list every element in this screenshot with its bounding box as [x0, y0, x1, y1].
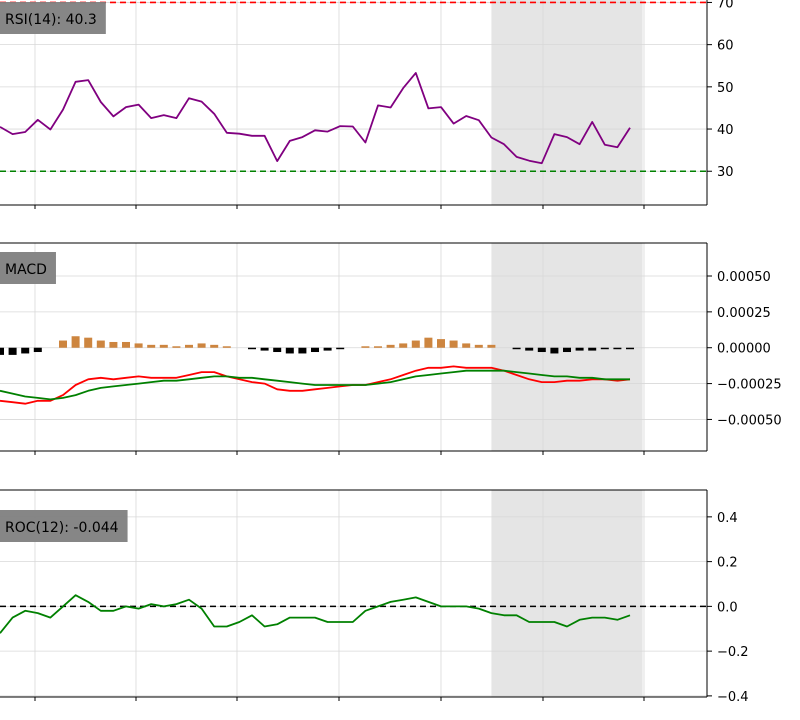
histogram-bar [21, 347, 30, 354]
series-line-1 [0, 72, 631, 165]
histogram-bar [474, 344, 483, 348]
histogram-bar [626, 347, 634, 350]
histogram-bar [537, 347, 546, 353]
histogram-bar [512, 347, 521, 350]
plot-area [0, 0, 707, 205]
y-tick-label: 70 [717, 0, 734, 11]
roc-panel: 0.4 0.2 0.0 −0.2 −0.4 ROC(12): -0.044 [0, 489, 749, 705]
histogram-bar [588, 347, 597, 351]
y-tick-label: 0.0 [717, 600, 738, 615]
histogram-bar [210, 344, 219, 348]
histogram-bar [487, 344, 496, 348]
plot-area [0, 490, 707, 697]
histogram-bar [248, 347, 256, 350]
histogram-bar [33, 347, 42, 353]
series-line-1 [0, 365, 631, 405]
histogram-bar [323, 347, 332, 351]
legend-box [0, 2, 106, 34]
histogram-bar [122, 341, 130, 348]
legend-text: MACD [5, 262, 47, 278]
histogram-bar [525, 347, 534, 351]
histogram-bar [437, 339, 445, 348]
y-tick-label: 0.00000 [717, 342, 771, 357]
histogram-bar [563, 347, 571, 353]
y-tick-label: 0.00025 [717, 306, 771, 321]
histogram-bar [260, 347, 269, 351]
y-tick-label: 40 [717, 123, 734, 138]
histogram-bar [134, 343, 143, 348]
histogram-bar [550, 347, 559, 354]
histogram-bar [285, 347, 294, 354]
legend: ROC(12): -0.044 [0, 510, 128, 542]
histogram-bar [71, 336, 80, 348]
y-tick-label: −0.2 [717, 645, 749, 660]
histogram-bar [600, 347, 609, 350]
y-tick-label: 0.2 [717, 556, 738, 571]
histogram-bar [59, 340, 67, 348]
histogram-bar [84, 337, 93, 348]
histogram-bar [449, 340, 458, 348]
plot-area [0, 243, 707, 451]
legend: MACD [0, 252, 56, 284]
histogram-bar [8, 347, 17, 355]
histogram-bar [147, 344, 156, 348]
histogram-bar [109, 341, 118, 348]
histogram-bar [298, 347, 307, 354]
histogram-bar [159, 344, 168, 348]
y-tick-label: 0.4 [717, 511, 738, 526]
histogram-bar [336, 347, 345, 350]
series-line-1 [0, 594, 631, 634]
histogram-bar [613, 347, 622, 350]
histogram-bar [399, 343, 408, 348]
y-tick-label: −0.00025 [717, 378, 782, 393]
shaded-region [491, 0, 643, 205]
macd-panel: 0.00050 0.00025 0.00000 −0.00025 −0.00050 MAC… [0, 242, 782, 455]
y-tick-label: −0.00050 [717, 413, 782, 428]
histogram-bar [575, 347, 584, 351]
histogram-bar [172, 346, 181, 348]
histogram-bar [311, 347, 319, 353]
y-tick-label: 60 [717, 39, 734, 54]
legend: RSI(14): 40.3 [0, 2, 106, 34]
y-tick-label: −0.4 [717, 690, 749, 705]
histogram-bar [386, 344, 395, 348]
histogram-bar [185, 344, 193, 348]
histogram-bar [361, 346, 370, 348]
legend-box [0, 510, 128, 542]
histogram-bar [273, 347, 282, 353]
legend-text: RSI(14): 40.3 [5, 12, 97, 28]
histogram-bar [424, 337, 433, 348]
shaded-region [491, 490, 643, 697]
histogram-bar [0, 347, 4, 355]
histogram-bar [96, 340, 105, 348]
histogram-bar [222, 346, 231, 348]
histogram-bar [462, 343, 471, 348]
legend-text: ROC(12): -0.044 [5, 520, 119, 536]
histogram-bar [374, 346, 382, 348]
y-tick-label: 50 [717, 81, 734, 96]
rsi-panel: 30 40 50 60 70 RSI(14): 40.3 [0, 0, 734, 209]
shaded-region [491, 243, 643, 451]
y-tick-label: 0.00050 [717, 270, 771, 285]
series-line-2 [0, 369, 630, 401]
histogram-bar [197, 343, 206, 348]
y-tick-label: 30 [717, 165, 734, 180]
legend-box [0, 252, 56, 284]
histogram-bar [411, 340, 420, 348]
